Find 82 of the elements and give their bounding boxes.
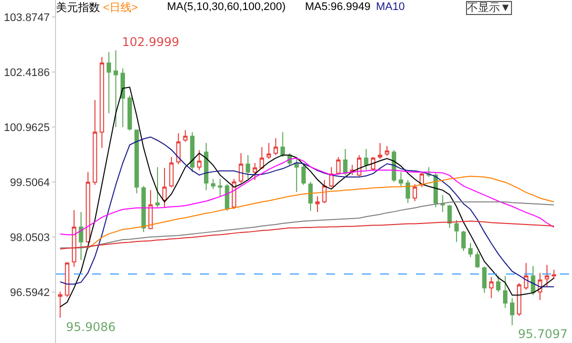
candlestick: [148, 190, 153, 230]
candlestick: [440, 194, 445, 213]
candlestick: [155, 166, 160, 208]
candlestick: [510, 298, 514, 326]
candlestick: [370, 156, 376, 172]
candlestick: [364, 148, 368, 171]
candlestick: [482, 266, 487, 294]
candlestick: [100, 56, 104, 148]
candlestick: [141, 186, 146, 233]
candlestick: [468, 242, 473, 258]
line-series: [87, 176, 554, 249]
candlestick: [336, 156, 341, 176]
candlestick: [106, 52, 112, 114]
candlestick: [218, 178, 222, 197]
line-series: [60, 86, 554, 308]
y-tick-label: 103.8747: [4, 12, 50, 24]
candlestick: [530, 266, 536, 296]
candlestick: [78, 212, 84, 260]
candlestick: [114, 50, 118, 128]
candlestick: [210, 178, 216, 190]
line-series: [60, 201, 554, 248]
y-tick-label: 99.5064: [10, 176, 50, 189]
annotation: 102.9999: [122, 35, 180, 49]
candlestick: [322, 179, 327, 204]
candlestick: [384, 146, 390, 156]
candlestick: [58, 291, 62, 318]
candlestick: [252, 162, 258, 180]
candlestick: [378, 142, 382, 160]
candlestick: [294, 156, 299, 193]
candlestick: [92, 99, 98, 186]
candlestick: [343, 148, 348, 176]
annotation: 不显示▼: [467, 2, 511, 14]
candlestick: [280, 132, 285, 158]
candlestick: [461, 230, 466, 252]
candlestick: [176, 132, 181, 165]
candlestick: [308, 181, 313, 212]
candlestick: [190, 132, 195, 173]
candlestick: [329, 166, 334, 188]
candlestick: [169, 156, 174, 188]
annotation: 美元指数: [56, 1, 100, 14]
candlestick: [204, 142, 208, 191]
candlestick: [503, 275, 508, 308]
line-series: [60, 136, 554, 288]
candlestick: [552, 269, 556, 280]
line-series: [60, 158, 554, 236]
candlestick: [406, 179, 410, 204]
candlestick: [246, 154, 250, 180]
candlestick: [197, 150, 202, 171]
candlestick: [134, 130, 139, 194]
annotation: MA10: [376, 1, 405, 13]
candlestick: [64, 262, 70, 298]
candlestick: [301, 164, 306, 186]
y-tick-label: 100.9625: [4, 122, 50, 134]
line-series: [60, 220, 554, 250]
candlestick: [315, 196, 320, 213]
annotation: MA5:96.9949: [305, 1, 370, 13]
candlestick: [266, 142, 271, 160]
candlestick: [447, 204, 452, 228]
candlestick: [162, 167, 167, 208]
y-tick-label: 96.5942: [10, 286, 50, 299]
candlestick: [183, 130, 188, 142]
candlestick: [128, 94, 132, 132]
annotation: <日线>: [103, 1, 138, 14]
candlestick: [524, 262, 528, 290]
candlestick: [398, 172, 404, 187]
candlestick: [238, 152, 244, 184]
candlestick: [224, 184, 230, 212]
candlestick: [489, 276, 494, 299]
annotation: MA(5,10,30,60,100,200): [167, 1, 286, 13]
y-tick-label: 98.0503: [10, 232, 50, 244]
candlestick: [454, 219, 459, 242]
candlestick: [475, 251, 480, 268]
candlestick: [496, 275, 500, 293]
annotation: 95.9086: [66, 320, 116, 334]
candlestick: [274, 138, 278, 156]
candlestick: [544, 264, 550, 288]
candlestick: [120, 68, 125, 128]
annotation: 95.7097: [518, 327, 568, 341]
candlestick: [412, 184, 418, 202]
y-tick-label: 102.4186: [4, 66, 50, 79]
candlestick: [516, 282, 522, 316]
candlestick: [72, 210, 76, 268]
